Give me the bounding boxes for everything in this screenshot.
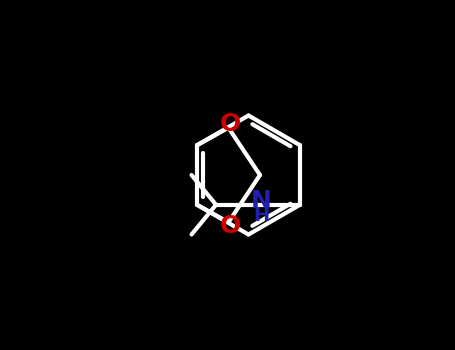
Text: H: H — [253, 206, 270, 225]
Text: O: O — [220, 112, 241, 136]
Text: N: N — [251, 189, 272, 212]
Text: O: O — [220, 214, 241, 238]
